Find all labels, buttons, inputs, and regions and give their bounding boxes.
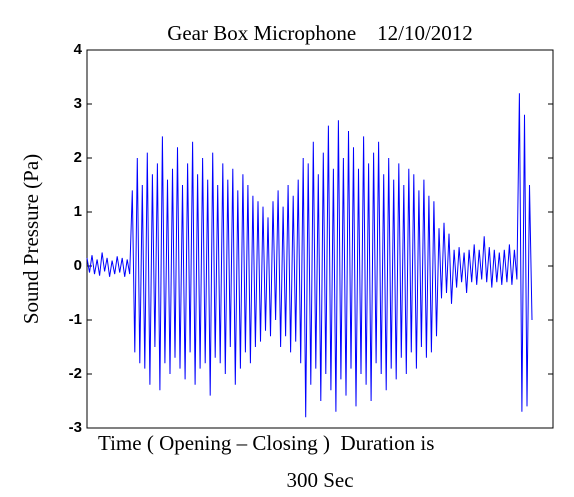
- x-axis-label: 300 Sec: [286, 468, 353, 492]
- x-axis-label: Time ( Opening – Closing ) Duration is: [98, 431, 434, 455]
- y-tick-label: 4: [74, 41, 83, 58]
- y-tick-label: 0: [74, 257, 82, 274]
- y-tick-label: -2: [69, 365, 82, 382]
- chart-title: Gear Box Microphone 12/10/2012: [167, 21, 473, 45]
- y-axis-label: Sound Pressure (Pa): [19, 154, 43, 324]
- plot-frame: [86, 49, 554, 429]
- y-tick-label: 3: [74, 95, 82, 112]
- y-tick-label: 2: [74, 149, 82, 166]
- y-tick-label: -3: [69, 419, 82, 436]
- waveform: [86, 93, 533, 418]
- y-tick-label: 1: [74, 203, 82, 220]
- y-tick-label: -1: [69, 311, 82, 328]
